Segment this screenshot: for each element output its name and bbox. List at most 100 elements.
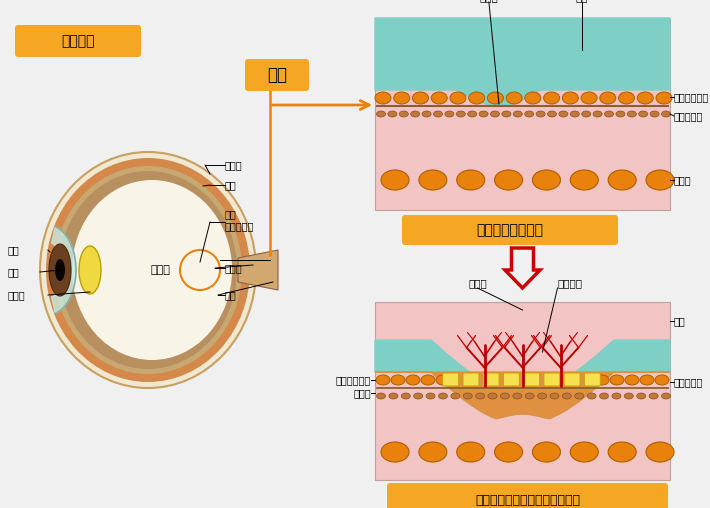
Text: 新生血管: 新生血管	[557, 278, 582, 288]
Ellipse shape	[525, 111, 534, 117]
Ellipse shape	[426, 393, 435, 399]
Ellipse shape	[581, 111, 591, 117]
Ellipse shape	[655, 375, 669, 385]
Text: 中心窩: 中心窩	[468, 278, 487, 288]
Ellipse shape	[49, 244, 71, 296]
Ellipse shape	[502, 111, 511, 117]
Ellipse shape	[537, 393, 547, 399]
Ellipse shape	[406, 375, 420, 385]
Ellipse shape	[513, 393, 522, 399]
Ellipse shape	[79, 246, 101, 294]
Ellipse shape	[375, 92, 391, 104]
Polygon shape	[52, 227, 76, 313]
FancyBboxPatch shape	[463, 373, 479, 386]
Ellipse shape	[421, 375, 435, 385]
Ellipse shape	[599, 393, 608, 399]
Ellipse shape	[501, 393, 509, 399]
Ellipse shape	[491, 111, 500, 117]
Ellipse shape	[662, 393, 670, 399]
Ellipse shape	[575, 393, 584, 399]
Ellipse shape	[381, 170, 409, 190]
Ellipse shape	[562, 92, 579, 104]
Ellipse shape	[525, 92, 541, 104]
Ellipse shape	[457, 111, 465, 117]
Ellipse shape	[604, 111, 613, 117]
Ellipse shape	[513, 111, 523, 117]
Ellipse shape	[616, 111, 625, 117]
Ellipse shape	[662, 111, 670, 117]
Ellipse shape	[376, 111, 386, 117]
Ellipse shape	[646, 170, 674, 190]
Ellipse shape	[419, 170, 447, 190]
Text: 脳へ: 脳へ	[225, 290, 236, 300]
Ellipse shape	[54, 166, 242, 374]
Ellipse shape	[488, 393, 497, 399]
Ellipse shape	[422, 111, 431, 117]
FancyBboxPatch shape	[387, 483, 668, 508]
Ellipse shape	[40, 152, 256, 388]
Ellipse shape	[608, 170, 636, 190]
Ellipse shape	[495, 442, 523, 462]
Ellipse shape	[463, 393, 472, 399]
Ellipse shape	[532, 442, 560, 462]
Text: 脈絡膜血管: 脈絡膜血管	[674, 111, 704, 121]
Polygon shape	[375, 18, 670, 106]
Ellipse shape	[581, 92, 597, 104]
Ellipse shape	[656, 92, 672, 104]
FancyBboxPatch shape	[484, 373, 499, 386]
Ellipse shape	[650, 111, 659, 117]
Text: 黄斑
（中心窩）: 黄斑 （中心窩）	[225, 209, 254, 231]
Ellipse shape	[587, 393, 596, 399]
Ellipse shape	[536, 111, 545, 117]
Ellipse shape	[550, 393, 559, 399]
Ellipse shape	[628, 111, 636, 117]
Text: 水晶体: 水晶体	[8, 290, 26, 300]
Ellipse shape	[394, 92, 410, 104]
Text: 網膜色素上皮: 網膜色素上皮	[674, 92, 709, 102]
Ellipse shape	[476, 393, 485, 399]
Text: 中心窩: 中心窩	[479, 0, 498, 2]
Ellipse shape	[625, 375, 639, 385]
Ellipse shape	[559, 111, 568, 117]
Ellipse shape	[532, 170, 560, 190]
Ellipse shape	[610, 375, 624, 385]
Ellipse shape	[593, 111, 602, 117]
Ellipse shape	[72, 180, 232, 360]
Text: 脈絡膜: 脈絡膜	[674, 175, 692, 185]
Ellipse shape	[487, 92, 503, 104]
Ellipse shape	[608, 442, 636, 462]
Bar	[375, 302, 670, 480]
Ellipse shape	[495, 170, 523, 190]
Text: 拡大: 拡大	[267, 66, 287, 84]
Ellipse shape	[525, 393, 534, 399]
Text: 脈絡膜血管: 脈絡膜血管	[674, 377, 704, 387]
Polygon shape	[375, 372, 670, 419]
Ellipse shape	[419, 442, 447, 462]
Ellipse shape	[468, 111, 476, 117]
Ellipse shape	[391, 375, 405, 385]
FancyBboxPatch shape	[544, 373, 560, 386]
Ellipse shape	[414, 393, 422, 399]
Ellipse shape	[451, 393, 460, 399]
Ellipse shape	[595, 375, 609, 385]
Ellipse shape	[431, 92, 447, 104]
Ellipse shape	[612, 393, 621, 399]
Ellipse shape	[457, 442, 485, 462]
FancyBboxPatch shape	[402, 215, 618, 245]
Ellipse shape	[59, 171, 237, 369]
Ellipse shape	[637, 393, 645, 399]
Ellipse shape	[388, 111, 397, 117]
Ellipse shape	[389, 393, 398, 399]
Ellipse shape	[445, 111, 454, 117]
Ellipse shape	[640, 375, 654, 385]
Text: 網膜: 網膜	[575, 0, 588, 2]
Text: 網膜: 網膜	[674, 316, 686, 326]
Ellipse shape	[570, 442, 599, 462]
Bar	[375, 18, 670, 210]
FancyBboxPatch shape	[584, 373, 600, 386]
Ellipse shape	[401, 393, 410, 399]
Ellipse shape	[624, 393, 633, 399]
Ellipse shape	[600, 92, 616, 104]
Text: 脈絡膜から新生血管が発生した
黄斑の断面（滲出型加齢黄斑変性）: 脈絡膜から新生血管が発生した 黄斑の断面（滲出型加齢黄斑変性）	[467, 493, 587, 508]
FancyBboxPatch shape	[15, 25, 141, 57]
